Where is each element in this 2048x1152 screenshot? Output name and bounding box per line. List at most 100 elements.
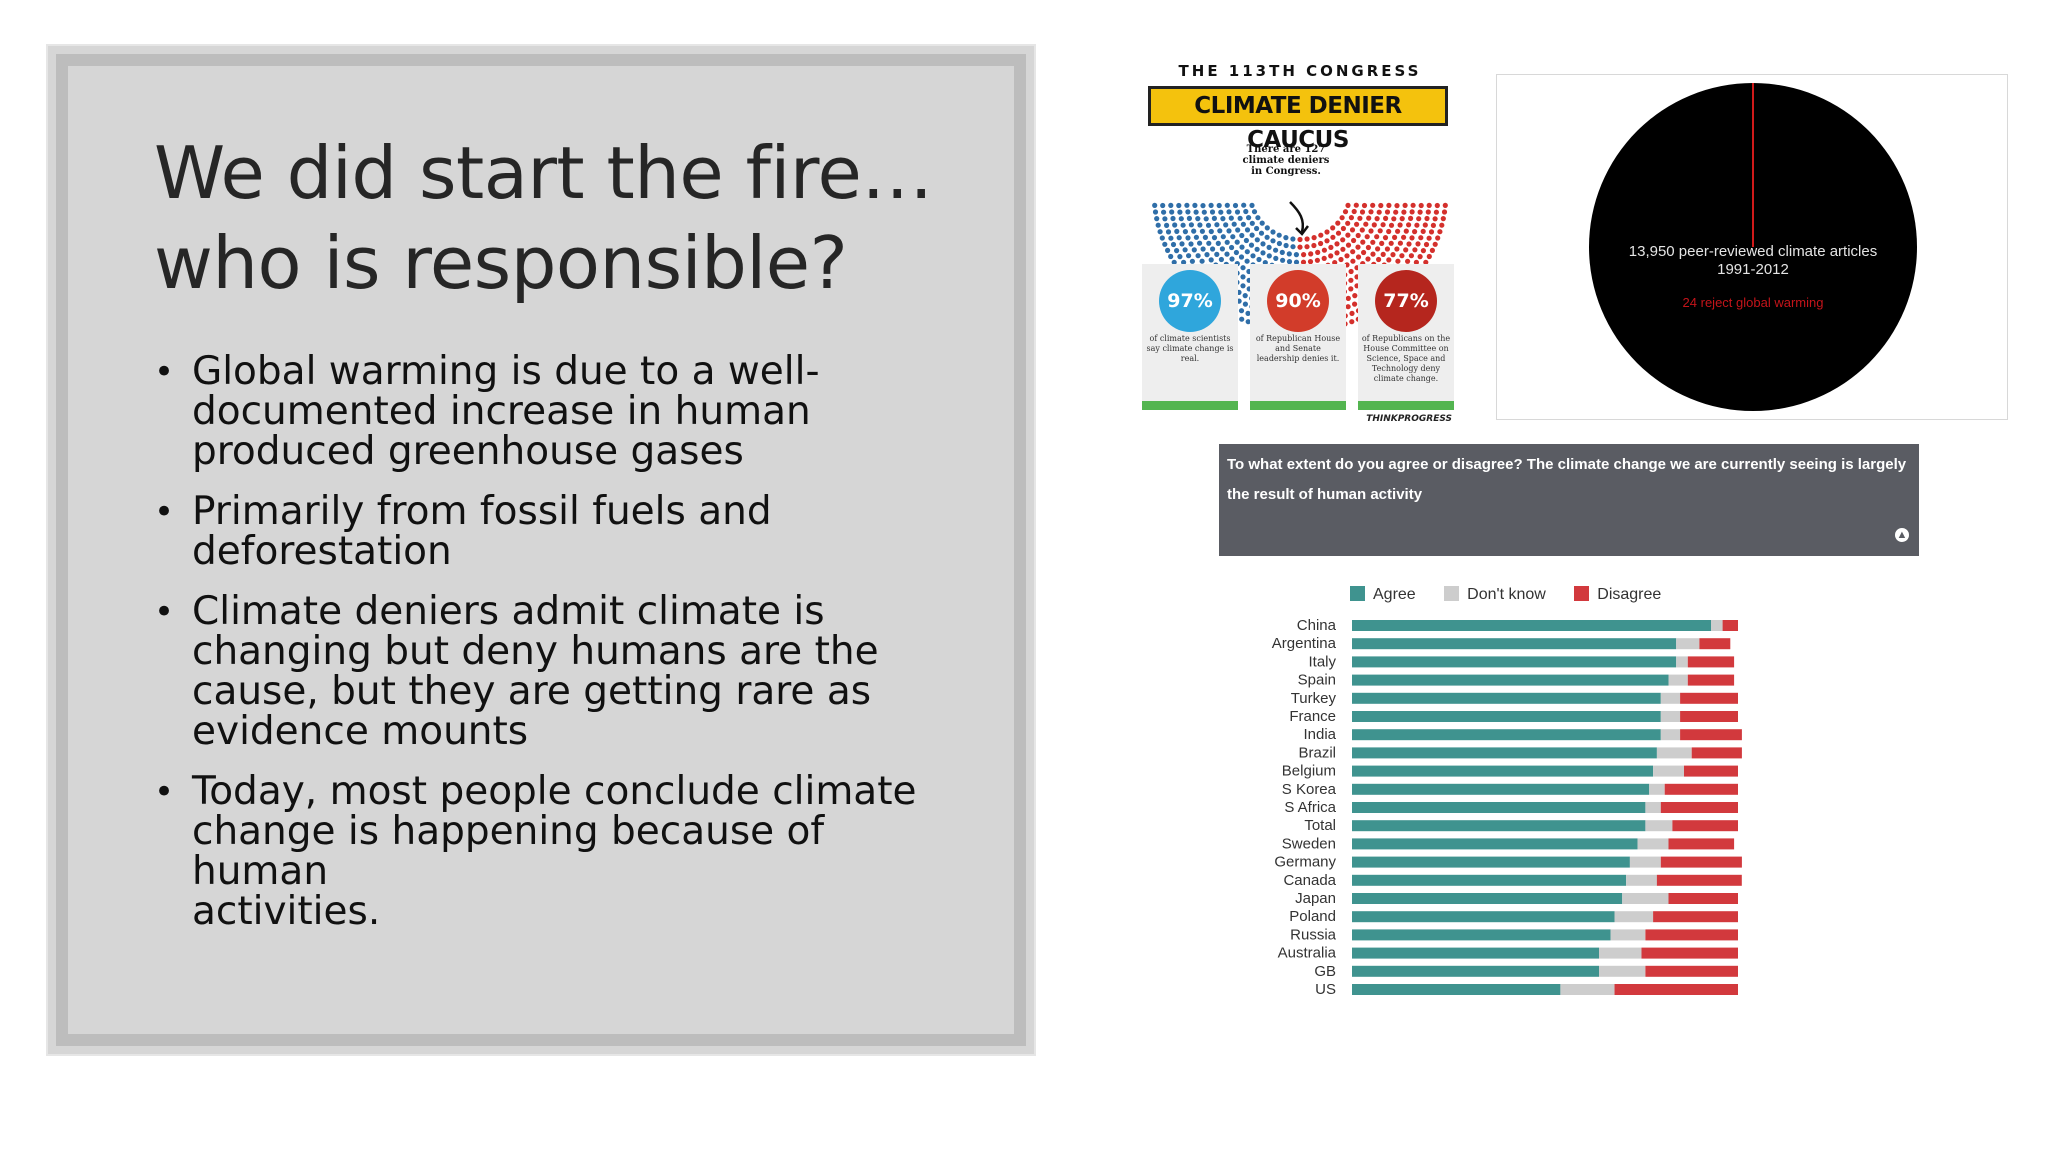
seat-dot xyxy=(1403,247,1409,253)
seat-dot xyxy=(1301,252,1307,258)
seat-dot xyxy=(1383,215,1389,221)
bar-segment xyxy=(1352,947,1599,959)
seat-dot xyxy=(1235,227,1241,233)
seat-dot xyxy=(1417,209,1423,215)
seat-dot xyxy=(1338,256,1344,263)
seat-dot xyxy=(1304,244,1310,250)
seat-dot xyxy=(1408,253,1414,259)
seat-dot xyxy=(1161,209,1167,215)
seat-dot xyxy=(1374,216,1380,222)
category-label: India xyxy=(1303,726,1336,743)
bar-segment xyxy=(1645,820,1673,832)
seat-dot xyxy=(1430,222,1436,228)
legend-swatch xyxy=(1350,586,1365,601)
bar-segment xyxy=(1352,838,1638,850)
seat-dot xyxy=(1353,202,1359,208)
bar-segment xyxy=(1352,692,1661,704)
chart-legend: Agree Don't know Disagree xyxy=(1350,586,1685,606)
seat-dot xyxy=(1399,216,1405,222)
seat-dot xyxy=(1248,242,1255,248)
bar-segment xyxy=(1610,929,1646,941)
seat-dot xyxy=(1348,286,1354,292)
seat-dot xyxy=(1365,244,1371,251)
seat-dot xyxy=(1228,215,1234,221)
seat-dot xyxy=(1406,241,1412,247)
seat-dot xyxy=(1293,252,1299,258)
bar-segment xyxy=(1645,965,1738,977)
bar-segment xyxy=(1645,802,1661,813)
seat-dot xyxy=(1357,215,1363,221)
bar-segment xyxy=(1653,911,1738,923)
bar-segment xyxy=(1668,674,1688,686)
seat-dot xyxy=(1340,225,1346,232)
seat-dot xyxy=(1386,228,1392,235)
seat-dot xyxy=(1181,259,1187,265)
seat-dot xyxy=(1240,283,1246,289)
bar-segment xyxy=(1680,711,1738,722)
bullet-text-line: produced greenhouse gases xyxy=(192,429,744,474)
seat-dot xyxy=(1264,225,1270,231)
bar-segment xyxy=(1560,984,1615,995)
seat-dot xyxy=(1199,258,1205,264)
seat-dot xyxy=(1195,216,1201,222)
congress-header: THE 113TH CONGRESS xyxy=(1178,62,1422,80)
seat-dot xyxy=(1209,209,1216,215)
seat-dot xyxy=(1208,202,1214,208)
seat-dot xyxy=(1223,222,1229,228)
seat-dot xyxy=(1349,310,1355,316)
seat-dot xyxy=(1314,257,1320,263)
seat-dot xyxy=(1370,239,1376,245)
seat-dot xyxy=(1401,234,1407,240)
seat-dot xyxy=(1410,202,1416,208)
seat-dot xyxy=(1415,241,1421,247)
seat-dot xyxy=(1397,240,1403,246)
seat-dot xyxy=(1371,222,1377,228)
bar-segment xyxy=(1352,874,1627,886)
bar-segment xyxy=(1687,656,1735,668)
seat-dot xyxy=(1332,260,1338,266)
bullet-item: • Global warming is due to a well-documen… xyxy=(150,352,970,472)
bullet-text-line: Global warming is due to a well- xyxy=(192,349,820,394)
category-label: Brazil xyxy=(1298,744,1336,761)
seat-dot xyxy=(1290,244,1296,250)
bullet-dot: • xyxy=(154,492,175,532)
seat-dot xyxy=(1425,209,1431,215)
seat-dot xyxy=(1376,256,1382,263)
seat-dot xyxy=(1193,209,1199,215)
bullet-list: • Global warming is due to a well-documen… xyxy=(150,352,970,952)
bar-segment xyxy=(1352,729,1661,741)
seat-dot xyxy=(1405,258,1411,264)
bullet-text-line: changing but deny humans are the xyxy=(192,629,879,674)
seat-dot xyxy=(1155,222,1161,228)
seat-dot xyxy=(1249,202,1255,208)
seat-dot xyxy=(1172,222,1178,228)
seat-dot xyxy=(1406,222,1412,228)
seat-dot xyxy=(1186,215,1192,221)
slide-panel xyxy=(56,54,1026,1046)
seat-dot xyxy=(1384,246,1390,252)
seat-dot xyxy=(1195,253,1201,259)
bar-segment xyxy=(1676,656,1688,668)
seat-dot xyxy=(1349,319,1355,325)
seat-dot xyxy=(1290,236,1296,242)
seat-dot xyxy=(1204,252,1210,258)
seat-dot xyxy=(1152,202,1158,208)
seat-dot xyxy=(1215,240,1221,246)
seat-dot xyxy=(1188,222,1194,228)
seat-dot xyxy=(1201,209,1207,215)
chevron-up-icon[interactable]: ▲ xyxy=(1895,528,1909,542)
seat-dot xyxy=(1258,230,1265,236)
seat-dot xyxy=(1382,235,1389,241)
seat-dot xyxy=(1237,215,1243,221)
seat-dot xyxy=(1420,248,1426,254)
bar-segment xyxy=(1680,692,1738,704)
seat-dot xyxy=(1251,209,1258,215)
seat-dot xyxy=(1157,229,1163,235)
seat-dot xyxy=(1208,228,1214,235)
bar-segment xyxy=(1629,856,1661,868)
seat-dot xyxy=(1259,220,1265,226)
legend-agree: Agree xyxy=(1350,586,1416,604)
seat-dot xyxy=(1422,222,1428,228)
stat-card-committee: 77% of Republicans on the House Committe… xyxy=(1358,264,1454,410)
